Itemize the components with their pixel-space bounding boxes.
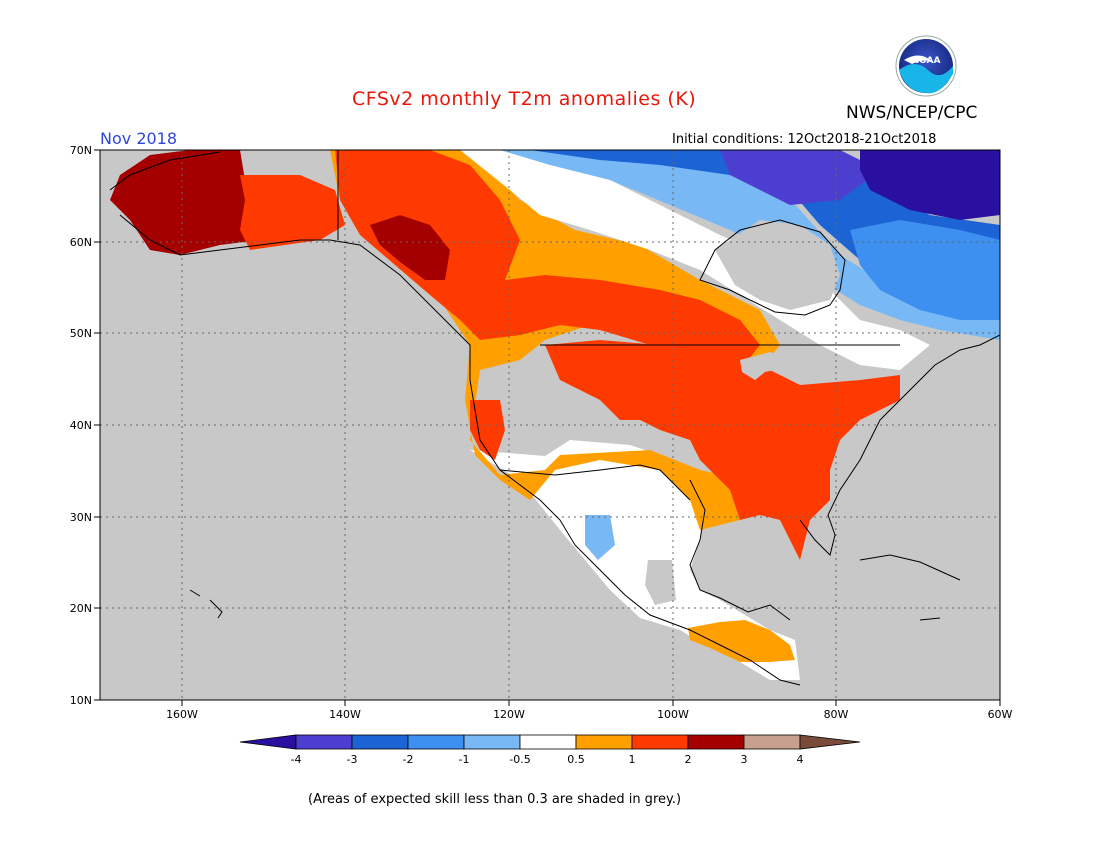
colorbar-label: 1 <box>629 753 636 766</box>
coastlines <box>109 150 1000 686</box>
colorbar-swatch <box>743 734 801 750</box>
colorbar-swatch <box>463 734 521 750</box>
anomaly-plus2-region <box>335 150 760 370</box>
anomaly-minus1-region <box>500 150 1000 340</box>
colorbar-label: 0.5 <box>567 753 585 766</box>
colorbar-high-arrow <box>799 734 861 750</box>
noaa-logo: NOAA <box>895 35 957 97</box>
lat-tick-label: 40N <box>70 419 92 432</box>
colorbar-swatch <box>687 734 745 750</box>
colorbar-label: 4 <box>797 753 804 766</box>
lon-tick-label: 80W <box>824 708 849 721</box>
colorbar: -4 -3 -2 -1 -0.5 0.5 1 2 3 4 <box>239 734 861 766</box>
anomaly-minus2-labrador <box>850 220 1000 320</box>
anomaly-plus2-us <box>545 340 900 560</box>
lon-axis-labels: 160W 140W 120W 100W 80W 60W <box>166 708 1012 721</box>
colorbar-label: -3 <box>347 753 358 766</box>
anomaly-minus4-baffin <box>860 150 1000 220</box>
lon-tick-label: 140W <box>329 708 361 721</box>
forecast-month-label: Nov 2018 <box>100 129 178 148</box>
map-title: CFSv2 monthly T2m anomalies (K) <box>352 88 697 110</box>
skill-footnote: (Areas of expected skill less than 0.3 a… <box>308 792 682 807</box>
lat-tick-label: 60N <box>70 236 92 249</box>
lat-tick-label: 10N <box>70 694 92 707</box>
colorbar-low-arrow <box>239 734 297 750</box>
colorbar-label: -1 <box>459 753 470 766</box>
lat-tick-label: 70N <box>70 144 92 157</box>
colorbar-label: 2 <box>685 753 692 766</box>
great-lakes <box>740 352 790 380</box>
lon-tick-label: 60W <box>988 708 1013 721</box>
colorbar-swatch <box>575 734 633 750</box>
lat-tick-label: 50N <box>70 327 92 340</box>
lon-tick-label: 100W <box>657 708 689 721</box>
map-panel <box>100 150 1000 700</box>
colorbar-label: -4 <box>291 753 302 766</box>
no-skill-mexico <box>645 560 676 605</box>
lat-tick-label: 20N <box>70 602 92 615</box>
lon-tick-label: 120W <box>493 708 525 721</box>
anomaly-cool-mexico <box>585 515 615 560</box>
colorbar-swatch <box>631 734 689 750</box>
anomaly-plus3-canada <box>370 215 450 280</box>
anomaly-near-zero-canada <box>460 150 930 370</box>
agency-label: NWS/NCEP/CPC <box>846 103 978 123</box>
lat-axis-labels: 70N 60N 50N 40N 30N 20N 10N <box>70 144 92 707</box>
colorbar-label: 3 <box>741 753 748 766</box>
lat-tick-label: 30N <box>70 511 92 524</box>
lon-tick-label: 160W <box>166 708 198 721</box>
colorbar-label: -2 <box>403 753 414 766</box>
anomaly-plus2-pacific-coast <box>470 400 505 460</box>
anomaly-minus3-region <box>720 150 880 205</box>
colorbar-swatch <box>519 734 577 750</box>
colorbar-label: -0.5 <box>509 753 530 766</box>
anomaly-warm-central-america <box>688 620 795 662</box>
colorbar-swatch <box>351 734 409 750</box>
anomaly-plus2-alaska-edge <box>240 175 345 250</box>
colorbar-swatch <box>407 734 465 750</box>
axis-ticks <box>94 149 1001 706</box>
colorbar-swatch <box>295 734 353 750</box>
graticule <box>100 150 1000 700</box>
initial-conditions-label: Initial conditions: 12Oct2018-21Oct2018 <box>672 132 937 147</box>
anomaly-near-zero-mexico <box>470 440 800 680</box>
logo-text: NOAA <box>912 56 941 66</box>
